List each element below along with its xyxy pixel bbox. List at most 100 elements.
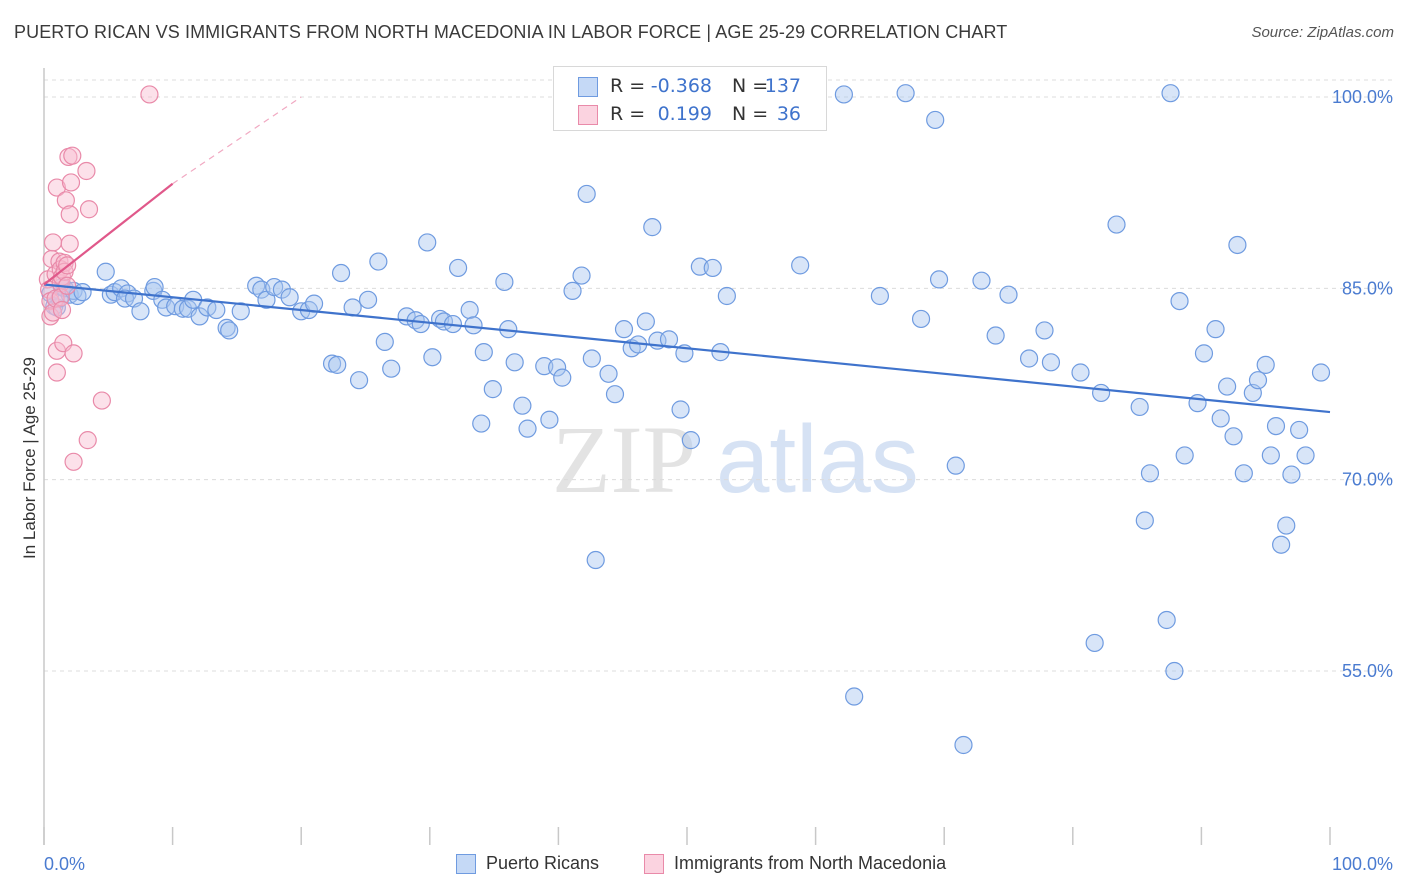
data-point [1218, 377, 1237, 396]
r-value: 0.199 [657, 103, 712, 125]
legend-row-north-macedonia: R = 0.199 N = 36 [554, 101, 826, 129]
data-point [1261, 446, 1280, 465]
data-point [92, 391, 111, 410]
data-point [870, 286, 890, 306]
legend-label: Immigrants from North Macedonia [674, 853, 947, 873]
data-point [954, 735, 973, 755]
r-label: R = [610, 103, 646, 125]
data-point [505, 353, 524, 372]
data-point [717, 286, 736, 306]
data-point [986, 326, 1005, 345]
data-point [605, 385, 625, 404]
data-point [548, 358, 567, 377]
data-point [1290, 420, 1309, 440]
data-point [1224, 427, 1243, 446]
data-point [671, 400, 690, 419]
data-point [358, 290, 378, 309]
data-point [369, 252, 388, 271]
data-point [659, 330, 679, 349]
y-tick-label: 100.0% [1332, 87, 1393, 107]
data-point [1140, 464, 1160, 483]
data-point [1157, 610, 1176, 630]
data-point [1085, 633, 1104, 653]
data-point [636, 312, 655, 331]
data-point [96, 262, 115, 281]
x-tick-label: 0.0% [44, 854, 85, 874]
data-point [896, 84, 915, 103]
data-point [382, 359, 401, 378]
data-point [411, 314, 430, 334]
data-point [1266, 416, 1286, 436]
data-point [61, 173, 81, 192]
data-point [43, 233, 63, 252]
data-point [280, 288, 299, 307]
data-point [681, 431, 700, 450]
data-point [845, 687, 864, 706]
data-point [1135, 511, 1154, 530]
data-point [1019, 349, 1039, 368]
data-point [1035, 321, 1054, 340]
data-point [1282, 465, 1301, 484]
x-tick-label: 100.0% [1332, 854, 1393, 874]
data-point [563, 281, 582, 300]
data-point [63, 146, 82, 165]
series-legend: Puerto Ricans Immigrants from North Mace… [0, 852, 1406, 878]
data-point [540, 410, 559, 429]
data-point [614, 320, 634, 339]
data-point [1188, 394, 1207, 413]
legend-row-puerto-ricans: R = -0.368 N = 137 [554, 73, 826, 101]
data-point [1091, 383, 1111, 403]
y-tick-label: 85.0% [1342, 278, 1393, 298]
data-point [577, 184, 596, 204]
data-point [926, 110, 945, 130]
data-point [483, 380, 502, 399]
data-point [64, 344, 83, 363]
data-point [56, 191, 75, 210]
data-point [1311, 363, 1331, 382]
legend-swatch-blue [578, 77, 598, 97]
data-point [472, 414, 491, 433]
data-point [60, 234, 79, 253]
r-value: -0.368 [650, 75, 712, 97]
data-point [79, 200, 99, 219]
data-point [423, 348, 442, 367]
r-label: R = [610, 75, 646, 97]
legend-swatch-blue [456, 854, 476, 874]
n-value: 36 [776, 103, 801, 125]
data-point [572, 266, 591, 285]
y-tick-label: 70.0% [1342, 470, 1393, 490]
data-point [220, 321, 239, 340]
svg-text:atlas: atlas [716, 406, 919, 513]
data-point [1211, 409, 1230, 428]
data-point [1272, 535, 1291, 554]
data-point [64, 452, 83, 471]
data-point [495, 272, 514, 292]
data-point [140, 85, 159, 104]
correlation-legend: R = -0.368 N = 137 R = 0.199 N = 36 [553, 66, 827, 131]
data-point [1296, 446, 1315, 465]
legend-label: Puerto Ricans [486, 853, 600, 873]
data-point [173, 299, 192, 318]
data-point [1228, 235, 1247, 255]
data-point [60, 205, 79, 224]
n-label: N = [732, 103, 769, 125]
data-point [1206, 320, 1225, 339]
data-point [553, 368, 572, 387]
data-point [1130, 397, 1149, 417]
series-north-macedonia [38, 85, 159, 471]
data-point [217, 318, 236, 337]
data-point [418, 233, 437, 252]
data-point [599, 364, 618, 383]
data-point [1170, 291, 1189, 311]
data-point [207, 300, 226, 320]
data-point [343, 298, 362, 317]
tick-labels: 55.0% 70.0% 85.0% 100.0% 0.0% 100.0% [44, 87, 1393, 874]
legend-swatch-pink [578, 105, 598, 125]
data-point [460, 300, 479, 320]
data-point [791, 256, 810, 275]
data-point [474, 343, 493, 362]
data-point [1194, 344, 1214, 363]
data-point [304, 294, 324, 313]
data-point [464, 316, 483, 335]
data-point [328, 355, 347, 374]
